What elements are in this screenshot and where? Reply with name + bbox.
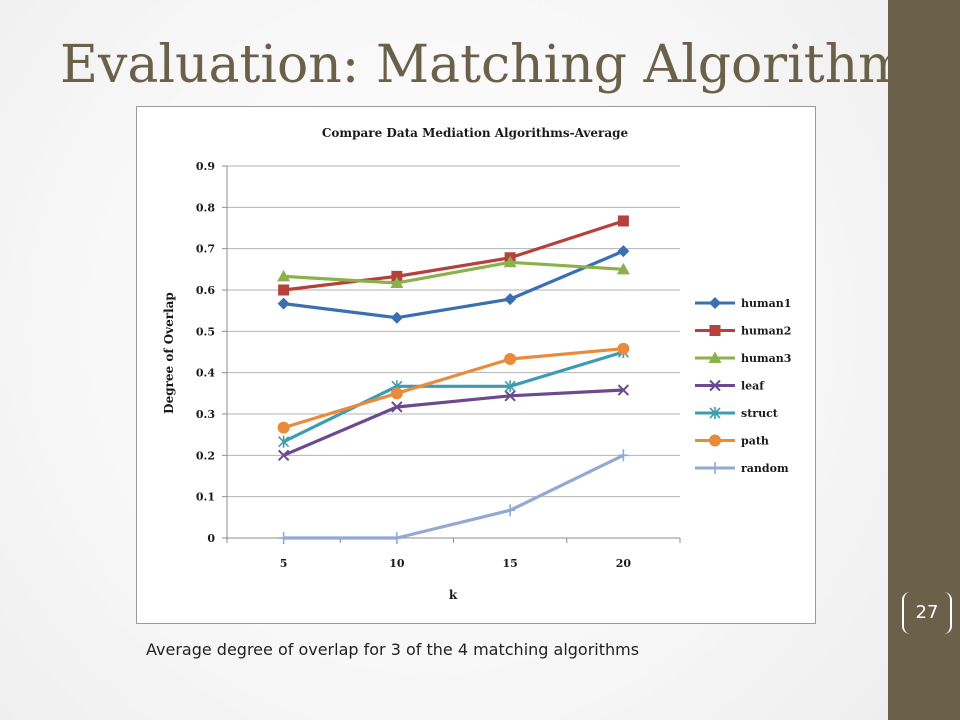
series-human3 [277, 255, 630, 288]
legend-marker-human2 [709, 325, 721, 336]
series-line-human2 [283, 219, 624, 292]
point-human1-10 [390, 311, 403, 324]
tick-labels: 0 0.1 0.2 0.3 0.4 0.5 0.6 0.7 0.8 0.9 5 10 15 20 [196, 160, 632, 570]
series-line-human1 [283, 249, 624, 320]
point-path-20 [617, 342, 630, 355]
point-human1-20 [617, 245, 630, 258]
point-human2-20 [617, 215, 629, 227]
point-path-10 [390, 387, 403, 400]
legend-marker-struct [709, 407, 721, 419]
chart-frame: Compare Data Mediation Algorithms-Averag… [136, 106, 816, 624]
series-line-random [283, 453, 625, 540]
legend-item-path: path [695, 434, 769, 448]
legend-item-leaf: leaf [695, 380, 765, 393]
point-human3-10 [390, 276, 404, 288]
point-leaf-20-stroke-b [617, 384, 630, 396]
series-line-human3 [283, 260, 624, 285]
legend-label-human2: human2 [741, 325, 791, 338]
legend-marker-leaf [709, 379, 721, 392]
point-human3-5 [277, 269, 291, 282]
series-lines [277, 215, 630, 544]
x-tick-label-20: 20 [616, 557, 632, 570]
point-random-5 [278, 532, 289, 544]
slide-title: Evaluation: Matching Algorithms [60, 35, 935, 95]
point-human3-15 [503, 255, 517, 268]
y-axis-title: Degree of Overlap [162, 292, 176, 414]
legend-label-struct: struct [741, 407, 779, 420]
series-line-leaf [282, 388, 624, 457]
legend-item-struct: struct [695, 407, 779, 420]
x-tick-label-10: 10 [389, 557, 405, 570]
legend-label-leaf: leaf [741, 380, 765, 393]
point-leaf-20 [617, 384, 630, 396]
series-struct [278, 346, 629, 448]
page-number-badge: 27 [902, 592, 952, 634]
legend-item-human1: human1 [695, 297, 791, 310]
x-tick-label-15: 15 [502, 557, 517, 570]
gridlines [227, 165, 680, 498]
legend-marker-human1 [709, 297, 721, 309]
y-tick-label-0: 0 [207, 532, 215, 545]
point-human1-5 [277, 297, 290, 310]
y-tick-label-8: 0.8 [196, 201, 215, 214]
point-leaf-10 [391, 401, 403, 413]
point-struct-15 [504, 380, 516, 393]
point-path-15 [504, 353, 517, 366]
point-leaf-10-stroke-b [391, 401, 403, 413]
legend-item-human3: human3 [695, 351, 791, 365]
x-tick-label-5: 5 [280, 557, 288, 570]
legend-marker-random [710, 462, 720, 474]
series-path [277, 342, 630, 434]
legend-label-human3: human3 [741, 352, 791, 365]
y-tick-label-6: 0.6 [196, 284, 215, 297]
point-leaf-15 [504, 390, 516, 402]
series-line-struct [282, 350, 624, 444]
series-leaf [277, 384, 630, 462]
y-tick-label-7: 0.7 [196, 243, 215, 256]
y-tick-label-3: 0.3 [196, 408, 215, 421]
series-human2 [278, 215, 629, 296]
legend-label-human1: human1 [741, 297, 791, 310]
chart-caption: Average degree of overlap for 3 of the 4… [146, 640, 640, 659]
point-random-20 [618, 449, 629, 462]
legend-item-random: random [695, 462, 789, 475]
series-human1 [277, 245, 630, 324]
point-human2-10 [391, 270, 403, 282]
point-leaf-15-stroke-b [504, 390, 516, 402]
point-leaf-5-stroke-b [277, 449, 290, 462]
point-random-10 [391, 532, 402, 544]
y-tick-label-4: 0.4 [196, 367, 215, 380]
point-human3-20 [616, 262, 630, 275]
legend-marker-human3 [708, 351, 722, 363]
point-leaf-5 [277, 449, 290, 462]
point-human1-15 [504, 293, 517, 306]
y-tick-label-9: 0.9 [196, 160, 215, 173]
x-axis-title: k [449, 588, 458, 602]
legend-marker-leaf-stroke-b [709, 379, 721, 392]
y-tick-label-5: 0.5 [196, 325, 215, 338]
legend-marker-path [709, 434, 721, 447]
point-path-5 [277, 421, 290, 434]
y-tick-label-2: 0.2 [196, 449, 215, 462]
chart-legend: human1 human2 human3 leaf struct path random [695, 297, 791, 475]
overlap-line-chart: Compare Data Mediation Algorithms-Averag… [162, 126, 791, 602]
chart-title: Compare Data Mediation Algorithms-Averag… [322, 126, 629, 140]
y-tick-label-1: 0.1 [196, 491, 215, 504]
series-line-path [283, 347, 624, 430]
series-random [278, 449, 629, 544]
legend-label-path: path [741, 435, 769, 448]
point-human2-5 [278, 284, 290, 296]
point-struct-5 [278, 435, 290, 448]
legend-label-random: random [741, 462, 789, 475]
point-random-15 [505, 504, 516, 517]
legend-item-human2: human2 [695, 325, 791, 338]
